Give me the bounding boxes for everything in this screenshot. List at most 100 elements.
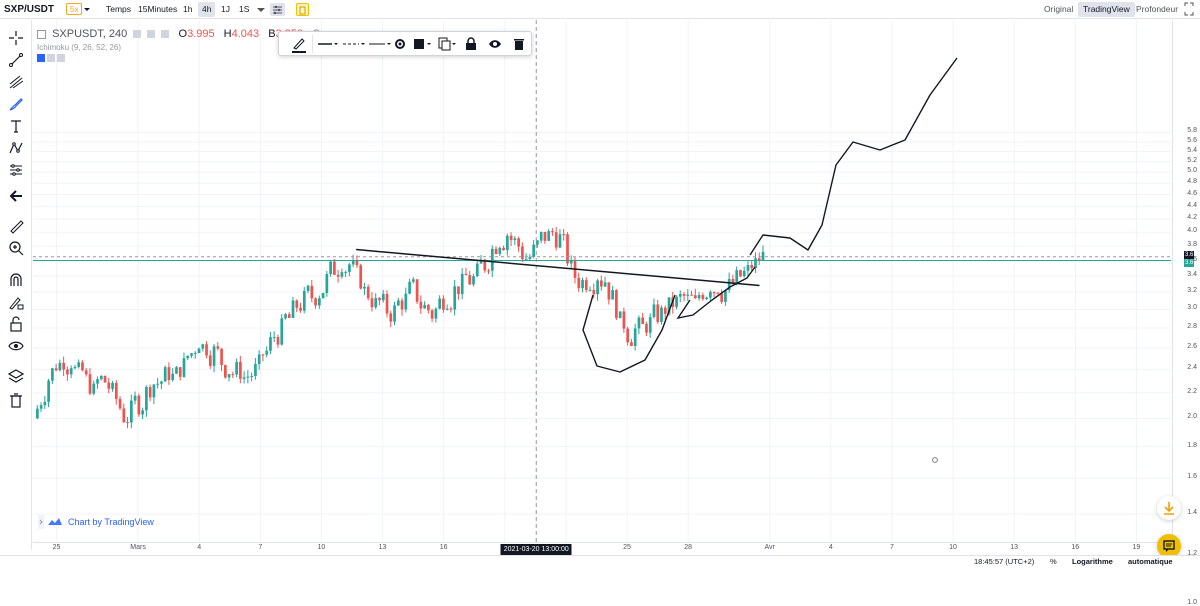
open-label: O [178,28,188,40]
lock-icon[interactable] [6,314,26,334]
close-icon[interactable] [161,30,170,39]
pitchfork-icon[interactable] [6,72,26,92]
candle-body [284,314,287,319]
lock-pen-icon[interactable] [6,292,26,312]
price-axis[interactable]: 5.85.6 5.4 5.2 5.0 4.8 4.6 4.4 4.2 4.0 3.8 3.6 3.4 3… [1172,20,1200,606]
percent-toggle[interactable]: % [1050,557,1057,566]
view-original[interactable]: Original [1044,4,1074,14]
pen-color-icon[interactable] [287,35,309,53]
y-tick-label: 5.0 [1187,167,1197,175]
y-tick-label: 1.4 [1187,509,1197,517]
candle-body [750,265,754,269]
candle-body [333,261,336,275]
clone-icon[interactable] [437,35,459,53]
eye-icon[interactable] [6,336,26,356]
candle-body [464,273,468,276]
candle-body [633,328,637,347]
zoom-in-icon[interactable] [6,238,26,258]
timeframe-1s[interactable]: 1S [239,4,250,14]
timeframe-1h[interactable]: 1h [183,4,193,14]
crosshair-icon[interactable] [6,28,26,48]
timeframe-1j[interactable]: 1J [221,4,230,14]
y-tick-label: 4.8 [1187,178,1197,186]
settings-icon[interactable] [391,35,409,53]
candle-body [615,290,618,319]
timeframe-15min[interactable]: 15Minutes [138,4,178,14]
delete-icon[interactable] [510,35,528,53]
trendline-icon[interactable] [6,50,26,70]
chat-icon[interactable] [1157,534,1181,558]
back-arrow-icon[interactable] [6,186,26,206]
line-end-icon[interactable] [367,35,391,53]
candle-body [340,272,344,277]
download-icon[interactable] [1157,496,1181,520]
candle-body [498,247,502,254]
log-toggle[interactable]: Logarithme [1072,557,1113,566]
tradingview-watermark[interactable]: Chart by TradingView [38,515,154,529]
candle-body [487,270,490,272]
more-timeframes-icon[interactable] [256,0,266,19]
indicator-settings-icon[interactable] [37,54,45,62]
candle-body [434,308,438,319]
watermark-label[interactable]: Chart by TradingView [68,517,154,527]
fullscreen-icon[interactable] [1183,0,1195,19]
trash-icon[interactable] [6,390,26,410]
candle-body [754,258,757,269]
time-axis[interactable]: 25Mars4710131619222528Avr47101316192021-… [33,542,1172,555]
text-icon[interactable] [6,116,26,136]
chart-area[interactable] [33,20,1171,605]
timeframe-4h[interactable]: 4h [198,2,216,17]
x-tick-label: 4 [828,544,833,551]
candle-body [193,353,197,355]
y-tick-label: 1.6 [1187,473,1197,481]
layers-icon[interactable] [6,366,26,386]
fill-icon[interactable] [412,35,434,53]
ruler-icon[interactable] [6,216,26,236]
view-profondeur[interactable]: Profondeur [1136,4,1179,14]
line-style-icon[interactable] [316,35,338,53]
y-tick-label: 1.2 [1187,550,1197,558]
price-chart[interactable] [33,20,1171,605]
hide-icon[interactable] [147,30,156,39]
y-tick-label: 1.0 [1187,599,1197,606]
auto-toggle[interactable]: automatique [1128,557,1173,566]
candle-body [208,355,212,366]
multiplier-badge[interactable]: 5x [66,3,83,15]
candle-body [389,313,393,322]
candle-body [630,342,633,347]
clock-label[interactable]: 18:45:57 (UTC+2) [974,557,1035,566]
settings-icon[interactable] [133,30,142,39]
candle-body [427,304,430,311]
chevron-down-icon[interactable] [83,0,91,19]
candle-body [705,297,708,300]
magnet-icon[interactable] [6,270,26,290]
x-tick-label: 28 [684,544,693,551]
symbol-label[interactable]: SXP/USDT [4,4,55,15]
pattern-icon[interactable] [6,138,26,158]
candle-body [551,231,554,233]
line-start-icon[interactable] [341,35,365,53]
indicator-close-icon[interactable] [57,54,65,62]
candle-body [475,263,479,277]
y-tick-label: 2.0 [1187,413,1197,421]
candle-body [99,375,103,380]
lock-icon[interactable] [462,35,480,53]
candle-body [246,376,250,378]
chart-type-icon[interactable] [296,3,309,16]
indicators-icon[interactable] [270,3,285,16]
candle-body [269,337,272,351]
collapse-legend-icon[interactable] [37,29,46,39]
timeframe-temps[interactable]: Temps [106,4,132,14]
candle-body [156,383,160,385]
candle-body [321,292,325,299]
collapse-arrow-icon[interactable] [38,515,64,529]
candle-body [227,374,231,378]
candle-body [709,292,712,298]
visibility-icon[interactable] [486,35,504,53]
brush-icon[interactable] [6,94,26,114]
measure-tools-icon[interactable] [6,160,26,180]
x-tick-label: 7 [889,544,894,551]
view-tradingview[interactable]: TradingView [1078,2,1135,17]
indicator-hide-icon[interactable] [47,54,55,62]
y-tick-label: 5.6 [1187,136,1197,144]
